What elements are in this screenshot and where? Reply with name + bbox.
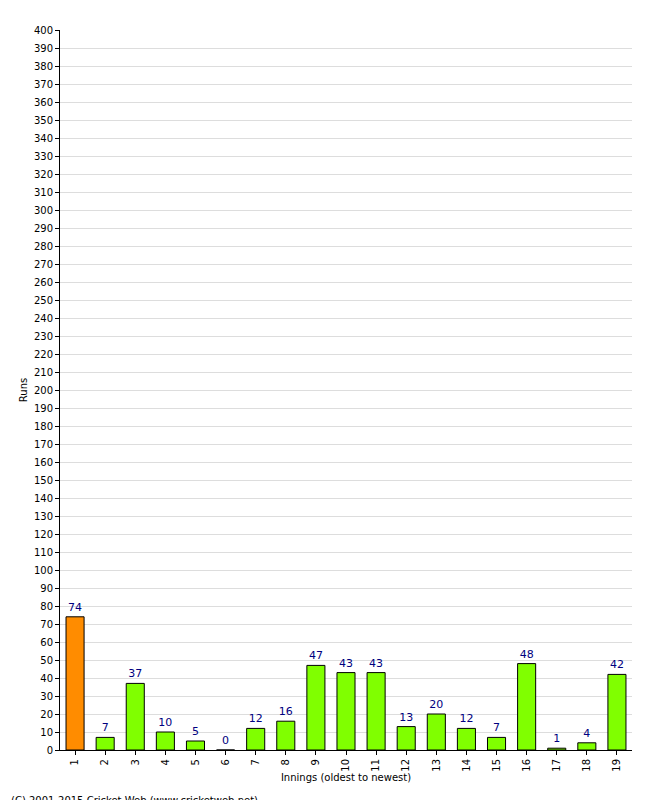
svg-text:310: 310: [34, 187, 53, 198]
svg-text:12: 12: [400, 759, 411, 772]
svg-text:13: 13: [399, 711, 413, 724]
svg-text:11: 11: [370, 759, 381, 772]
svg-text:180: 180: [34, 421, 53, 432]
svg-text:17: 17: [551, 759, 562, 772]
svg-text:340: 340: [34, 133, 53, 144]
svg-text:8: 8: [280, 759, 291, 765]
svg-text:74: 74: [68, 601, 82, 614]
svg-text:5: 5: [192, 725, 199, 738]
svg-text:10: 10: [40, 727, 53, 738]
svg-text:15: 15: [491, 759, 502, 772]
svg-text:370: 370: [34, 79, 53, 90]
svg-text:240: 240: [34, 313, 53, 324]
svg-text:(C) 2001-2015 Cricket Web (www: (C) 2001-2015 Cricket Web (www.cricketwe…: [11, 795, 258, 800]
svg-text:20: 20: [40, 709, 53, 720]
svg-text:140: 140: [34, 493, 53, 504]
svg-text:3: 3: [130, 759, 141, 765]
svg-text:40: 40: [40, 673, 53, 684]
svg-text:250: 250: [34, 295, 53, 306]
svg-text:70: 70: [40, 619, 53, 630]
svg-text:300: 300: [34, 205, 53, 216]
svg-text:48: 48: [520, 648, 534, 661]
svg-text:270: 270: [34, 259, 53, 270]
svg-text:19: 19: [611, 759, 622, 772]
svg-text:330: 330: [34, 151, 53, 162]
svg-text:110: 110: [34, 547, 53, 558]
svg-text:400: 400: [34, 25, 53, 36]
svg-text:190: 190: [34, 403, 53, 414]
svg-text:43: 43: [369, 657, 383, 670]
svg-text:1: 1: [553, 732, 560, 745]
svg-text:16: 16: [279, 705, 293, 718]
svg-text:4: 4: [160, 759, 171, 765]
svg-text:280: 280: [34, 241, 53, 252]
svg-text:0: 0: [222, 734, 229, 747]
svg-text:20: 20: [429, 698, 443, 711]
svg-text:2: 2: [99, 759, 110, 765]
svg-text:1: 1: [69, 759, 80, 765]
svg-text:6: 6: [220, 759, 231, 765]
svg-text:4: 4: [583, 727, 590, 740]
svg-text:360: 360: [34, 97, 53, 108]
svg-text:12: 12: [249, 712, 263, 725]
svg-text:18: 18: [581, 759, 592, 772]
svg-text:37: 37: [128, 667, 142, 680]
svg-text:80: 80: [40, 601, 53, 612]
svg-text:200: 200: [34, 385, 53, 396]
svg-text:42: 42: [610, 658, 624, 671]
svg-text:Innings (oldest to newest): Innings (oldest to newest): [281, 772, 411, 783]
svg-text:0: 0: [47, 745, 53, 756]
svg-text:220: 220: [34, 349, 53, 360]
svg-text:230: 230: [34, 331, 53, 342]
svg-text:5: 5: [190, 759, 201, 765]
svg-text:7: 7: [493, 721, 500, 734]
svg-text:120: 120: [34, 529, 53, 540]
svg-text:90: 90: [40, 583, 53, 594]
svg-text:7: 7: [102, 721, 109, 734]
svg-text:47: 47: [309, 649, 323, 662]
svg-text:30: 30: [40, 691, 53, 702]
svg-text:60: 60: [40, 637, 53, 648]
svg-text:320: 320: [34, 169, 53, 180]
svg-text:260: 260: [34, 277, 53, 288]
svg-text:210: 210: [34, 367, 53, 378]
svg-text:130: 130: [34, 511, 53, 522]
svg-text:9: 9: [310, 759, 321, 765]
svg-text:12: 12: [459, 712, 473, 725]
svg-text:10: 10: [158, 716, 172, 729]
svg-text:100: 100: [34, 565, 53, 576]
svg-text:10: 10: [340, 759, 351, 772]
svg-text:Runs: Runs: [18, 378, 29, 402]
svg-text:170: 170: [34, 439, 53, 450]
svg-text:50: 50: [40, 655, 53, 666]
svg-text:160: 160: [34, 457, 53, 468]
svg-text:290: 290: [34, 223, 53, 234]
svg-text:380: 380: [34, 61, 53, 72]
svg-text:150: 150: [34, 475, 53, 486]
svg-text:14: 14: [461, 759, 472, 772]
svg-text:7: 7: [250, 759, 261, 765]
svg-text:13: 13: [431, 759, 442, 772]
svg-text:43: 43: [339, 657, 353, 670]
svg-text:390: 390: [34, 43, 53, 54]
svg-text:16: 16: [521, 759, 532, 772]
svg-text:350: 350: [34, 115, 53, 126]
